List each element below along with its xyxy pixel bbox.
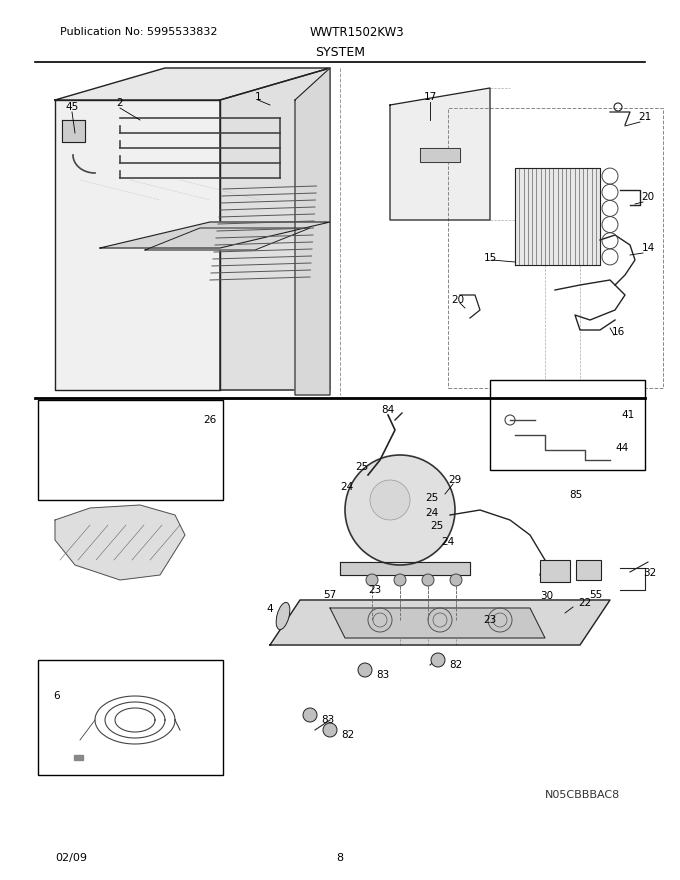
Text: 32: 32 [643,568,657,578]
Text: 30: 30 [541,591,554,601]
Polygon shape [340,562,470,575]
Circle shape [450,574,462,586]
Text: 1: 1 [255,92,261,102]
Polygon shape [420,148,460,162]
Circle shape [358,663,372,677]
Text: 23: 23 [483,615,496,625]
Circle shape [431,653,445,667]
Polygon shape [145,228,310,250]
Polygon shape [55,505,185,580]
Text: 16: 16 [611,327,625,337]
Circle shape [366,574,378,586]
Text: 44: 44 [615,443,628,453]
Text: 25: 25 [356,462,369,472]
Text: 17: 17 [424,92,437,102]
Text: 82: 82 [449,660,462,670]
Text: 14: 14 [641,243,655,253]
Text: 20: 20 [452,295,464,305]
Text: 45: 45 [65,102,79,112]
Polygon shape [270,600,610,645]
Polygon shape [55,100,220,390]
Polygon shape [515,168,600,265]
Text: N05CBBBAC8: N05CBBBAC8 [545,790,621,800]
Text: 6: 6 [54,691,61,701]
Text: 29: 29 [448,475,462,485]
Text: Publication No: 5995533832: Publication No: 5995533832 [60,27,218,37]
Text: 23: 23 [369,585,381,595]
Circle shape [394,574,406,586]
Text: 4: 4 [267,604,273,614]
Bar [490,380,645,470]
Text: 55: 55 [590,590,602,600]
Polygon shape [295,68,330,395]
Text: 21: 21 [639,112,651,122]
Text: 85: 85 [569,490,583,500]
Bar [38,400,223,500]
Text: 15: 15 [483,253,496,263]
Polygon shape [62,120,85,142]
Circle shape [345,455,455,565]
Text: 8: 8 [337,853,343,863]
Text: 25: 25 [426,493,439,503]
Text: 57: 57 [324,590,337,600]
Bar [540,560,570,582]
Polygon shape [100,222,330,248]
Text: 41: 41 [622,410,634,420]
Text: 24: 24 [341,482,354,492]
Text: 25: 25 [430,521,443,531]
Circle shape [422,574,434,586]
Text: 83: 83 [376,670,390,680]
Text: 20: 20 [641,192,655,202]
Text: 2: 2 [117,98,123,108]
Text: SYSTEM: SYSTEM [315,46,365,58]
Text: 83: 83 [322,715,335,725]
Bar [448,108,663,388]
Polygon shape [55,68,330,100]
Circle shape [323,723,337,737]
Text: WWTR1502KW3: WWTR1502KW3 [310,26,405,39]
Text: 24: 24 [426,508,439,518]
Text: 22: 22 [579,598,592,608]
Bar [38,660,223,775]
Text: 26: 26 [203,415,217,425]
Text: 02/09: 02/09 [55,853,87,863]
Text: 84: 84 [381,405,394,415]
Bar [576,560,601,580]
Text: 24: 24 [441,537,455,547]
Polygon shape [220,68,330,390]
Polygon shape [74,755,83,760]
Polygon shape [330,608,545,638]
Polygon shape [390,88,490,220]
Circle shape [370,480,410,520]
Circle shape [303,708,317,722]
Ellipse shape [276,603,290,629]
Text: 82: 82 [341,730,355,740]
